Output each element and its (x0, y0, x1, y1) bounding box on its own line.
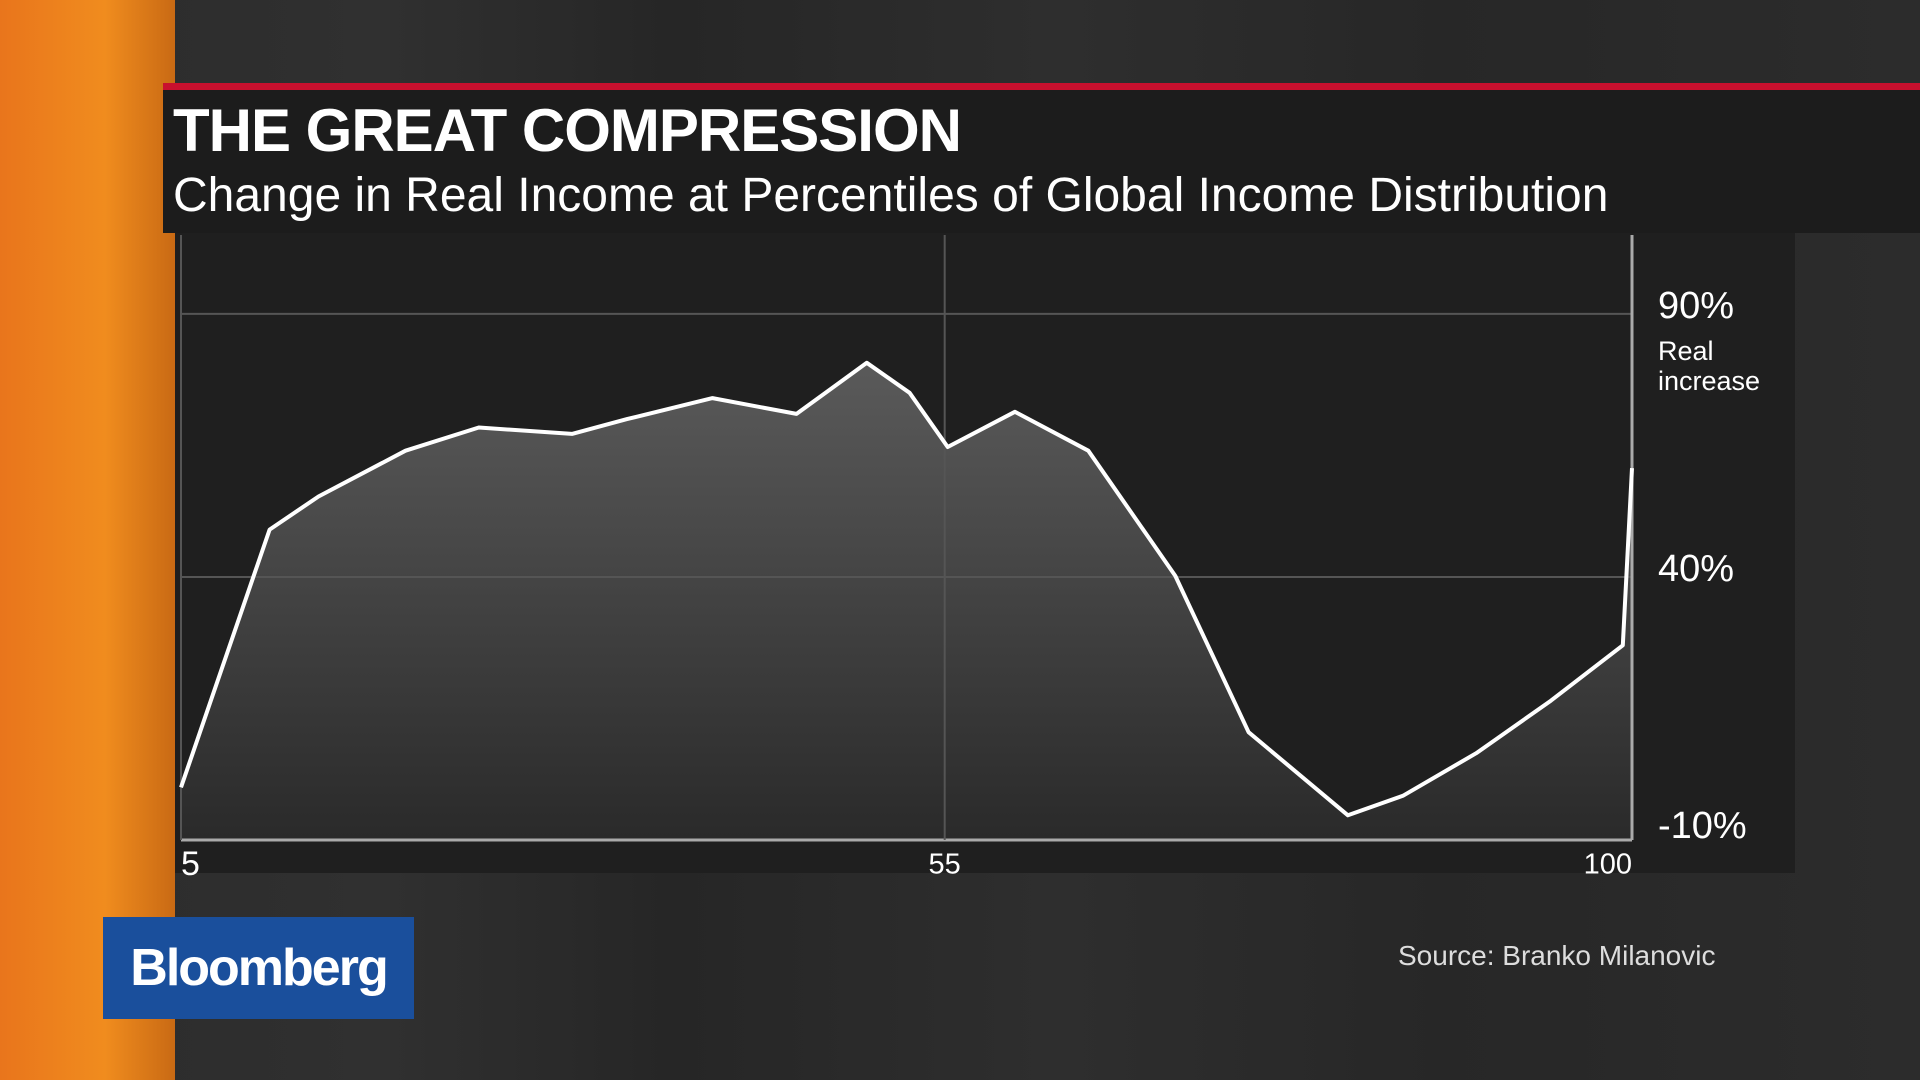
x-tick-label: 100 (1584, 849, 1632, 881)
x-tick-label: 55 (929, 849, 961, 881)
y-tick-label: -10% (1658, 805, 1747, 847)
side-strip (0, 0, 175, 1080)
title-bar (163, 83, 1920, 233)
line (179, 360, 1634, 818)
y-tick-label: 90% (1658, 285, 1734, 327)
chart-title: THE GREAT COMPRESSION (173, 97, 962, 164)
x-tick-label: 5 (181, 845, 200, 883)
area-fill (181, 362, 1632, 840)
logo: Bloomberg (103, 917, 414, 1019)
y-annotation: Real increase (1658, 336, 1761, 396)
source: Source: Branko Milanovic (1398, 940, 1716, 971)
chart-subtitle: Change in Real Income at Percentiles of … (173, 169, 1609, 222)
y-tick-label: 40% (1658, 548, 1734, 590)
